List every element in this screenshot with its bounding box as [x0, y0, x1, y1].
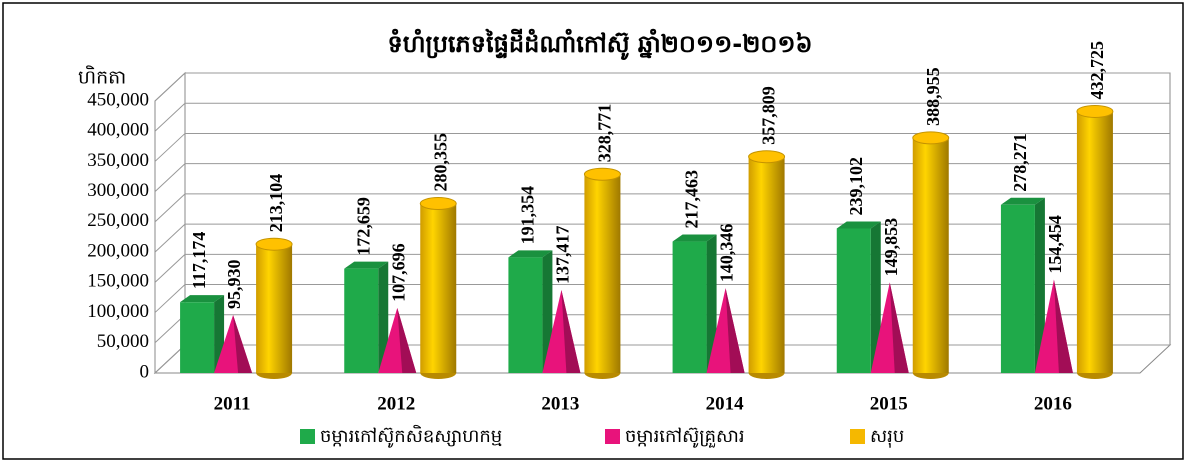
value-label: 107,696	[388, 243, 408, 302]
value-label: 328,771	[595, 104, 615, 163]
bar-top	[836, 221, 881, 229]
bar-top	[508, 250, 553, 258]
cone-shade	[725, 288, 745, 373]
x-tick-label: 2012	[377, 393, 415, 414]
legend-label: សរុប	[870, 426, 904, 448]
cone-shade	[561, 289, 581, 373]
cylinder-top	[255, 237, 293, 251]
cylinder-top	[748, 150, 786, 164]
value-label: 213,104	[266, 174, 286, 233]
grid-line	[154, 72, 1170, 102]
cylinder-top	[1076, 104, 1114, 118]
x-tick-label: 2014	[706, 393, 745, 414]
value-label: 137,417	[553, 225, 573, 284]
cone-shade	[233, 315, 253, 373]
bar-top	[1000, 197, 1045, 205]
y-tick-label: 50,000	[97, 331, 149, 352]
value-label: 432,725	[1087, 41, 1107, 100]
legend-label: ចម្ការកៅស៊ូកសិឧស្សាហកម្ម	[320, 424, 502, 448]
cone-shade	[397, 307, 417, 373]
y-tick-label: 100,000	[87, 301, 149, 322]
value-label: 191,354	[518, 186, 538, 245]
x-tick-label: 2016	[1034, 393, 1072, 414]
bar-side	[1034, 197, 1045, 373]
bar-side	[378, 261, 389, 373]
value-label: 149,853	[881, 218, 901, 277]
bar	[912, 137, 949, 373]
grid-line	[154, 223, 1170, 253]
value-label: 140,346	[717, 224, 737, 283]
grid-line	[154, 132, 1170, 162]
bar	[584, 174, 621, 373]
grid-line	[154, 163, 1170, 193]
value-label: 154,454	[1045, 215, 1065, 274]
y-axis-label: ហិកតា	[78, 65, 126, 89]
value-label: 217,463	[682, 170, 702, 229]
grid-line	[154, 102, 1170, 132]
y-tick-label: 0	[140, 361, 150, 382]
grid-line	[154, 193, 1170, 223]
cylinder-top	[419, 197, 457, 211]
value-label: 172,659	[353, 197, 373, 256]
cone-shade	[889, 282, 909, 373]
x-tick-label: 2013	[541, 393, 579, 414]
value-label: 117,174	[189, 232, 209, 290]
x-tick-label: 2015	[870, 393, 908, 414]
y-tick-label: 150,000	[87, 271, 149, 292]
bar	[508, 257, 543, 373]
value-label: 388,955	[923, 67, 943, 126]
y-tick-label: 400,000	[87, 120, 149, 141]
bar	[748, 156, 785, 373]
legend-swatch	[850, 429, 865, 444]
value-label: 280,355	[430, 133, 450, 192]
bar-side	[870, 221, 881, 373]
bar-top	[672, 234, 717, 242]
bar	[836, 228, 871, 373]
bar	[672, 241, 707, 373]
y-tick-label: 250,000	[87, 210, 149, 231]
y-tick-label: 450,000	[87, 89, 149, 110]
bar	[344, 268, 379, 373]
y-tick-label: 300,000	[87, 180, 149, 201]
legend-swatch	[605, 429, 620, 444]
y-tick-label: 200,000	[87, 240, 149, 261]
legend-label: ចម្ការកៅស៊ូគ្រួសារ	[625, 426, 745, 448]
bar	[180, 302, 215, 373]
value-label: 239,102	[846, 157, 866, 216]
bar	[420, 203, 457, 373]
bar	[1076, 111, 1113, 374]
cylinder-top	[583, 167, 621, 181]
x-tick-label: 2011	[214, 393, 251, 414]
bar-top	[344, 261, 389, 269]
cone-shade	[1053, 279, 1073, 373]
cylinder-top	[912, 131, 950, 145]
legend-swatch	[300, 429, 315, 444]
y-tick-label: 350,000	[87, 150, 149, 171]
bar-top	[180, 295, 225, 303]
value-label: 95,930	[224, 260, 244, 309]
bar	[1000, 204, 1035, 373]
chart-title: ទំហំប្រភេទផ្ទៃដីដំណាំកៅស៊ូ ឆ្នាំ២០១១-២០១…	[387, 28, 812, 61]
bar	[256, 244, 293, 373]
value-label: 357,809	[759, 86, 779, 145]
bar-side	[706, 234, 717, 373]
value-label: 278,271	[1010, 133, 1030, 192]
